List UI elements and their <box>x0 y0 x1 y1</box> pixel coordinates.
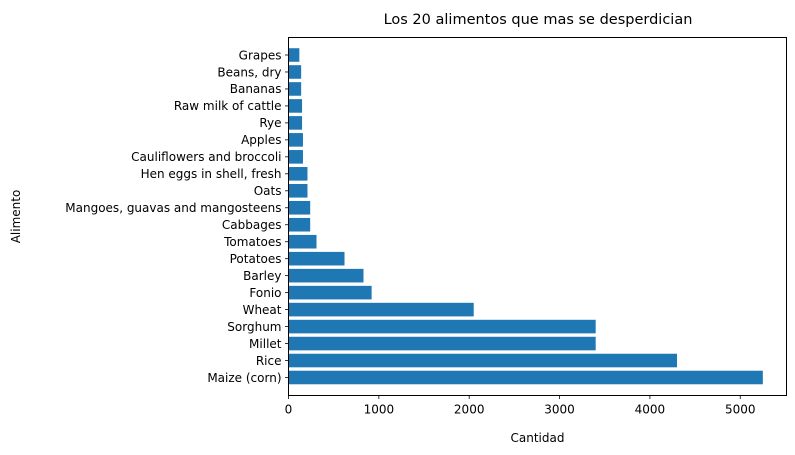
y-tick-label: Bananas <box>230 82 282 96</box>
y-tick-label: Sorghum <box>227 320 281 334</box>
y-tick-label: Tomatoes <box>223 235 281 249</box>
x-axis-ticks: 0 1000 2000 3000 4000 5000 <box>285 395 756 417</box>
y-tick-label: Barley <box>243 269 281 283</box>
chart-title: Los 20 alimentos que mas se desperdician <box>384 12 693 28</box>
bar <box>288 167 308 181</box>
y-tick-label: Fonio <box>249 286 281 300</box>
x-tick-label: 3000 <box>544 403 575 417</box>
y-tick-label: Rye <box>259 116 281 130</box>
y-tick-label: Grapes <box>239 48 282 62</box>
y-tick-label: Mangoes, guavas and mangosteens <box>65 201 281 215</box>
y-axis-label: Alimento <box>9 190 23 244</box>
y-tick-label: Raw milk of cattle <box>174 99 282 113</box>
bar <box>288 336 596 351</box>
x-tick-label: 1000 <box>364 403 395 417</box>
bar <box>288 268 364 283</box>
y-tick-label: Millet <box>249 337 282 351</box>
bar <box>288 133 303 147</box>
bar <box>288 184 308 198</box>
bar <box>288 285 372 300</box>
y-tick-label: Apples <box>241 133 281 147</box>
y-tick-label: Potatoes <box>230 252 282 266</box>
bar <box>288 65 302 79</box>
bar <box>288 48 300 62</box>
bar <box>288 370 763 385</box>
bar <box>288 99 303 113</box>
bar <box>288 302 474 317</box>
y-tick-label: Wheat <box>243 303 282 317</box>
bar <box>288 116 303 130</box>
bar <box>288 251 345 266</box>
x-axis-label: Cantidad <box>511 431 565 445</box>
y-tick-label: Hen eggs in shell, fresh <box>141 167 282 181</box>
bars-group <box>288 48 763 385</box>
bar <box>288 150 303 164</box>
y-tick-label: Oats <box>254 184 282 198</box>
x-tick-label: 2000 <box>454 403 485 417</box>
x-tick-label: 0 <box>285 403 293 417</box>
bar <box>288 234 317 249</box>
y-tick-label: Maize (corn) <box>207 371 281 385</box>
y-axis-ticks: Maize (corn) Rice Millet Sorghum Wheat Fonio B… <box>65 48 289 385</box>
bar <box>288 82 302 96</box>
y-tick-label: Rice <box>256 354 282 368</box>
bar <box>288 353 677 368</box>
y-tick-label: Cabbages <box>222 218 282 232</box>
y-tick-label: Cauliflowers and broccoli <box>131 150 281 164</box>
plot-area-frame <box>288 37 787 396</box>
y-tick-label: Beans, dry <box>217 65 281 79</box>
x-tick-label: 5000 <box>725 403 756 417</box>
x-tick-label: 4000 <box>635 403 666 417</box>
bar <box>288 319 596 334</box>
bar <box>288 217 311 232</box>
bar <box>288 200 311 215</box>
